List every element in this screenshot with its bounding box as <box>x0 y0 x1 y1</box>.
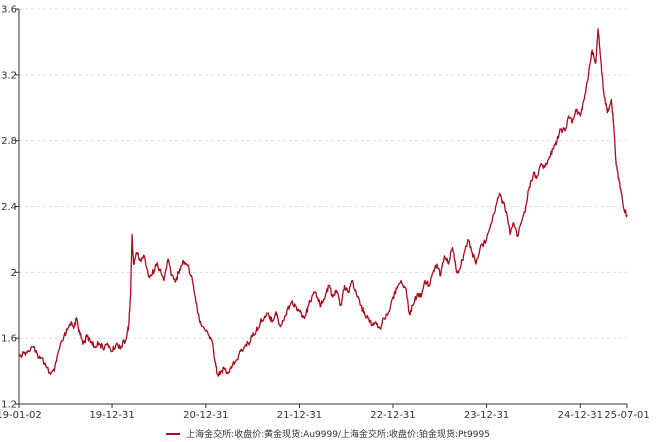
legend-label: 上海金交所:收盘价:黄金现货:Au9999/上海金交所:收盘价:铂金现货:Pt9… <box>186 428 490 440</box>
x-tick-label: 19-01-02 <box>0 410 42 421</box>
legend[interactable]: 上海金交所:收盘价:黄金现货:Au9999/上海金交所:收盘价:铂金现货:Pt9… <box>166 428 490 440</box>
y-tick-label: 1.6 <box>1 334 17 345</box>
series-layer <box>18 28 628 377</box>
y-tick-label: 2.8 <box>1 136 17 147</box>
y-tick-label: 2 <box>11 268 17 279</box>
y-tick-label: 3.2 <box>1 70 17 81</box>
x-tick-label: 19-12-31 <box>89 410 134 421</box>
x-tick-label: 24-12-31 <box>558 410 603 421</box>
x-tick-label: 22-12-31 <box>370 410 415 421</box>
y-tick-label: 3.6 <box>1 5 17 16</box>
y-tick-label: 1.2 <box>1 400 17 411</box>
y-axis-ticks: 1.2 1.6 2 2.4 2.8 3.2 3.6 <box>1 5 19 411</box>
x-tick-label: 20-12-31 <box>183 410 228 421</box>
series-line <box>18 28 628 377</box>
x-tick-label: 21-12-31 <box>277 410 322 421</box>
x-tick-label: 23-12-31 <box>464 410 509 421</box>
x-axis-ticks: 19-01-02 19-12-31 20-12-31 21-12-31 22-12-31… <box>0 404 650 421</box>
y-tick-label: 2.4 <box>1 202 17 213</box>
grid-lines <box>19 8 627 339</box>
x-tick-label: 25-07-01 <box>604 410 649 421</box>
